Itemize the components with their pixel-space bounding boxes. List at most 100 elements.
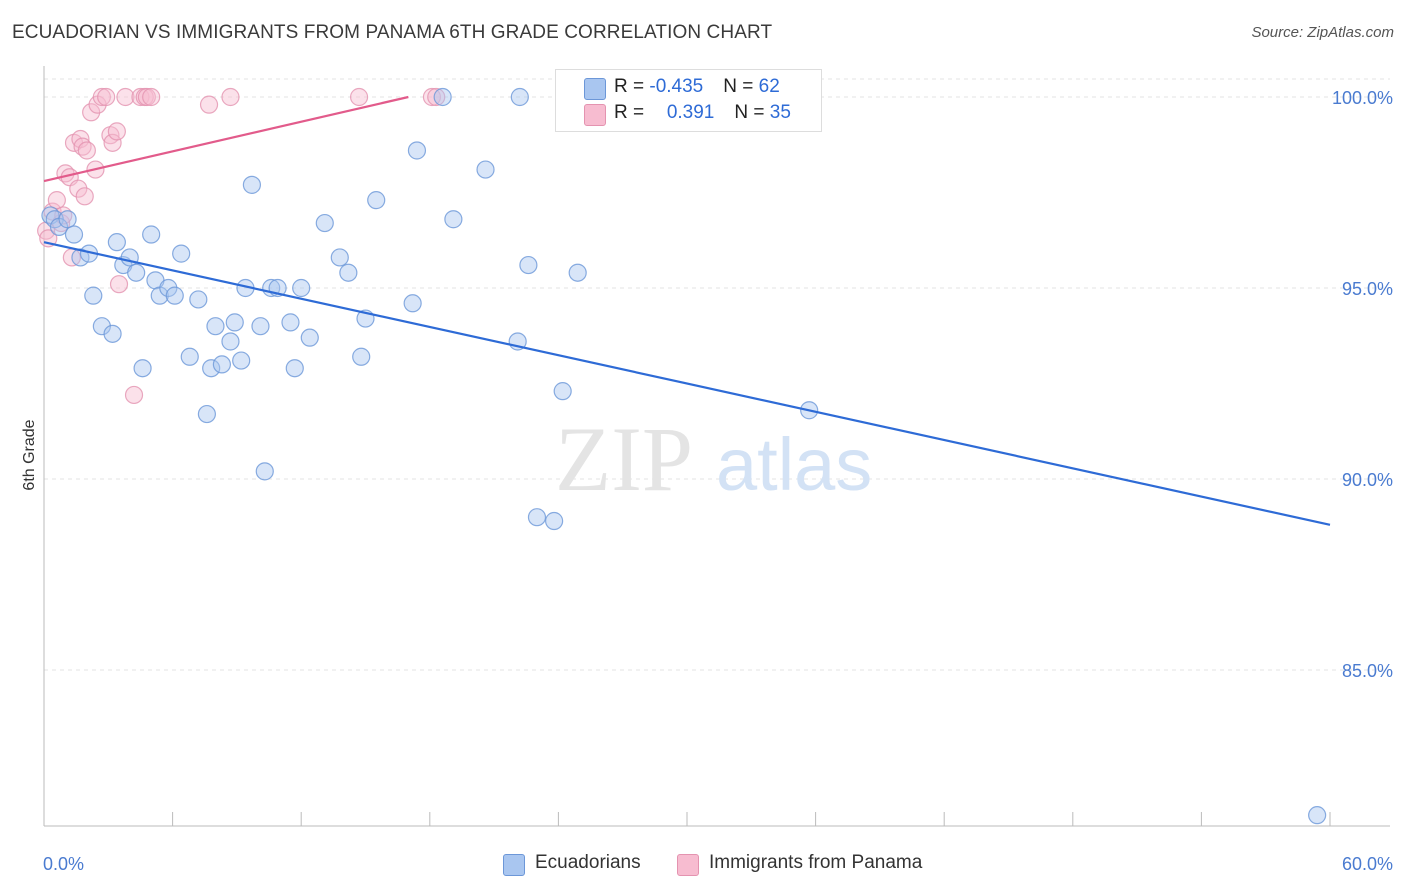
data-point (172, 244, 191, 263)
series-immigrants-from-panama (37, 87, 446, 405)
data-point (242, 175, 262, 194)
x-tick-label: 0.0% (43, 854, 84, 874)
data-point (300, 328, 319, 347)
data-point (251, 317, 270, 336)
x-tick-label: 60.0% (1342, 854, 1393, 874)
data-point (255, 462, 274, 481)
data-point (109, 275, 129, 294)
legend-swatch-blue (503, 854, 525, 876)
data-point (444, 210, 463, 229)
data-point (189, 290, 208, 309)
axes (43, 66, 1390, 827)
data-point (202, 359, 221, 378)
data-point (545, 511, 564, 531)
data-point (58, 210, 77, 229)
data-point (352, 347, 371, 366)
y-tick-label: 85.0% (1342, 661, 1393, 681)
legend-label: Immigrants from Panama (709, 852, 923, 873)
y-axis-title: 6th Grade (21, 419, 38, 490)
data-point (92, 87, 111, 107)
axis-labels: 100.0% 95.0% 90.0% 85.0% 0.0% 60.0% 6th Grade (21, 88, 1393, 874)
data-point (116, 87, 135, 107)
y-tick-label: 90.0% (1342, 470, 1393, 490)
legend-swatch-pink (584, 104, 606, 126)
data-point (71, 248, 90, 267)
watermark: ZIP atlas (555, 408, 872, 510)
data-point (553, 382, 572, 401)
data-point (367, 191, 386, 210)
data-point (137, 87, 156, 107)
series-ecuadorians (41, 87, 1327, 825)
data-point (212, 355, 231, 374)
data-point (64, 225, 84, 244)
data-point (124, 385, 144, 405)
data-point (77, 141, 96, 160)
data-point (349, 87, 369, 107)
data-point (1308, 806, 1327, 825)
y-tick-label: 95.0% (1342, 279, 1393, 299)
data-point (199, 95, 219, 114)
data-point (142, 225, 161, 244)
data-point (225, 313, 244, 332)
data-point (107, 122, 126, 141)
trend-lines (43, 95, 1331, 526)
data-point (127, 263, 146, 282)
legend-label: Ecuadorians (535, 852, 641, 873)
data-point (133, 359, 152, 378)
data-point (69, 179, 88, 198)
data-point (433, 87, 452, 107)
data-point (75, 187, 94, 206)
data-point (221, 87, 240, 107)
n-label: N = (723, 76, 759, 97)
r-label: R = (614, 102, 650, 123)
trend-line (43, 241, 1331, 526)
trend-line (43, 95, 409, 183)
grid-lines (44, 78, 1390, 671)
data-point (315, 213, 334, 233)
data-point (82, 103, 101, 122)
data-point (103, 324, 122, 343)
data-point (403, 294, 422, 313)
data-point (221, 332, 240, 351)
data-point (131, 87, 150, 107)
legend-swatch-blue (584, 78, 606, 100)
data-point (159, 278, 178, 298)
data-point (107, 233, 126, 252)
data-point (476, 160, 495, 179)
r-value: -0.435 (649, 76, 704, 97)
watermark-atlas: atlas (716, 423, 872, 506)
data-point (47, 191, 66, 210)
r-value: 0.391 (666, 102, 715, 123)
data-point (281, 313, 300, 332)
data-point (330, 248, 349, 267)
data-point (427, 87, 446, 107)
data-point (285, 359, 304, 378)
y-tick-label: 100.0% (1332, 88, 1393, 108)
data-point (568, 263, 587, 282)
data-point (519, 255, 538, 275)
n-value: 35 (769, 102, 791, 123)
data-point (180, 347, 199, 366)
data-point (97, 87, 116, 107)
data-point (232, 351, 251, 370)
legend-swatch-pink (677, 854, 699, 876)
data-point (422, 87, 442, 107)
data-point (197, 404, 216, 424)
data-point (165, 286, 184, 305)
data-point (84, 286, 103, 305)
data-point (206, 317, 225, 336)
n-label: N = (734, 102, 770, 123)
correlation-legend: R = -0.435 N = 62 R = 0.391 N = 35 (555, 69, 822, 132)
data-point (407, 141, 427, 160)
source-label: Source: ZipAtlas.com (1251, 24, 1394, 41)
watermark-zip: ZIP (555, 408, 693, 510)
r-label: R = (614, 76, 650, 97)
data-point (510, 87, 529, 107)
data-point (142, 87, 161, 107)
data-point (103, 133, 122, 152)
data-point (339, 263, 358, 282)
data-point (292, 278, 311, 298)
n-value: 62 (758, 76, 780, 97)
data-point (527, 508, 547, 527)
